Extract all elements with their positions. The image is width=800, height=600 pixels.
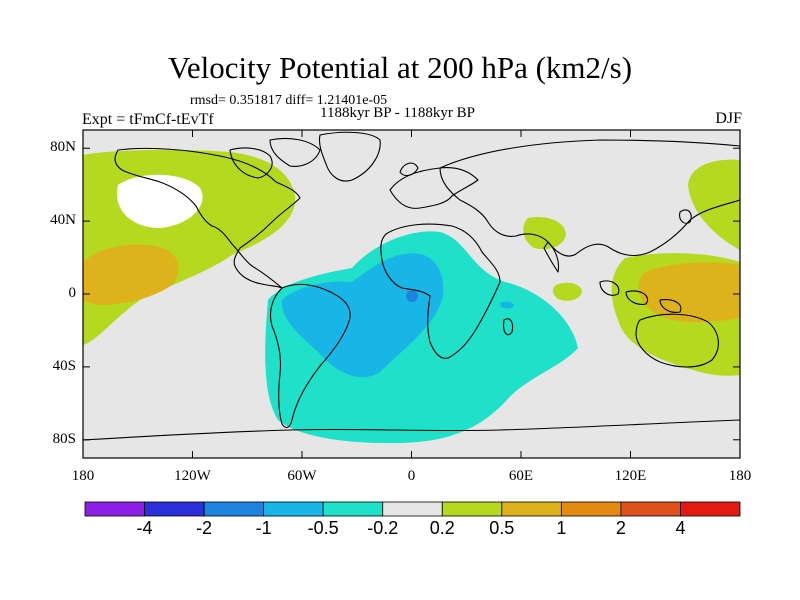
lon-label: 180: [728, 468, 752, 484]
colorbar-swatch: [441, 501, 503, 517]
colorbar-swatch: [680, 501, 741, 517]
colorbar-swatch: [620, 501, 681, 517]
colorbar-swatch: [560, 501, 622, 517]
colorbar-swatch: [263, 501, 324, 517]
colorbar-swatch: [144, 501, 205, 517]
lat-label: 0: [68, 285, 77, 301]
colorbar-label: -0.2: [367, 518, 399, 538]
contour-region-gulf-of-guinea: [406, 290, 418, 302]
colorbar-swatch: [501, 501, 562, 517]
lon-label: 180: [71, 468, 95, 484]
colorbar-label: 1: [556, 518, 567, 538]
colorbar-label: 0.2: [429, 518, 455, 538]
coastlines: [83, 131, 740, 441]
lon-label: 60E: [508, 468, 534, 484]
lat-label: 80S: [52, 430, 76, 447]
contour-region-warm-pool: [638, 262, 740, 323]
colorbar-swatch: [322, 501, 384, 517]
colorbar-label: 2: [615, 518, 626, 538]
colorbar-swatch: [382, 501, 443, 517]
lat-label: 40N: [50, 212, 76, 229]
axis-ticks: [82, 130, 741, 458]
colorbar-label: 0.5: [489, 518, 515, 538]
colorbar-label: 4: [675, 518, 686, 538]
colorbar-label: -2: [196, 518, 213, 538]
season-label: DJF: [715, 110, 742, 127]
lat-label: 40S: [52, 357, 76, 374]
period-label: 1188kyr BP - 1188kyr BP: [320, 105, 476, 121]
contour-region-central-pacific: [83, 244, 179, 305]
colorbar-swatch: [203, 501, 265, 517]
contour-region-north-pacific-hole: [116, 174, 203, 228]
contour-region-central-south-atlantic: [281, 253, 444, 378]
colorbar: [84, 501, 741, 517]
lon-label: 120W: [174, 468, 211, 484]
colorbar-label: -4: [136, 518, 153, 538]
contour-region-indian-ocean: [552, 282, 582, 301]
contour-region-arabian: [523, 216, 566, 250]
colorbar-label: -0.5: [307, 518, 339, 538]
colorbar-label: -1: [255, 518, 272, 538]
map-title: Velocity Potential at 200 hPa (km2/s): [167, 50, 633, 85]
colorbar-swatch: [84, 501, 145, 517]
lon-label: 0: [407, 468, 416, 484]
lat-label: 80N: [50, 139, 76, 156]
contour-region-indo-pacific: [688, 159, 740, 250]
lon-label: 60W: [287, 468, 317, 484]
lon-label: 120E: [614, 468, 647, 484]
experiment-label: Expt = tFmCf-tEvTf: [82, 111, 214, 128]
stats-label: rmsd= 0.351817 diff= 1.21401e-05: [190, 93, 388, 108]
contour-region-africa-east: [500, 301, 514, 309]
